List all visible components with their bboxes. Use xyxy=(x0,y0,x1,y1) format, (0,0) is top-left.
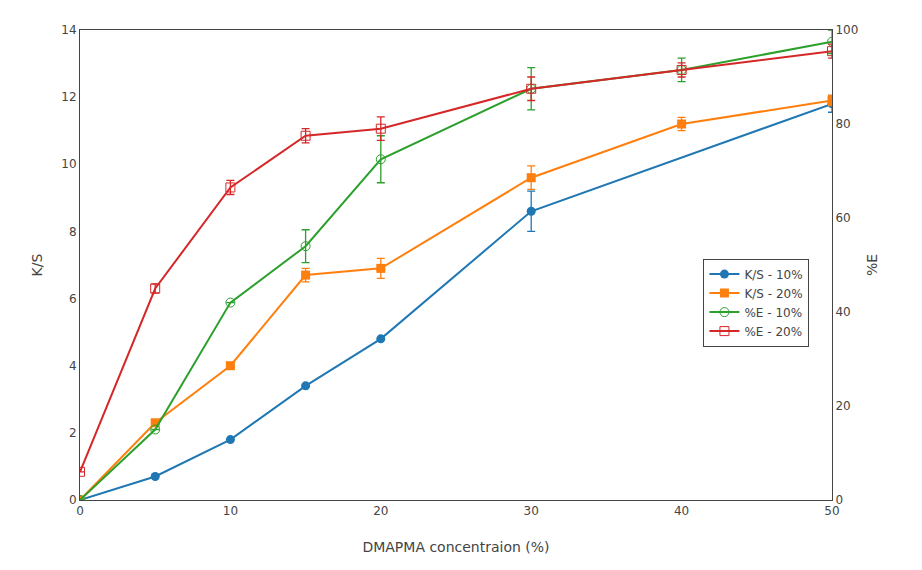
svg-text:50: 50 xyxy=(824,504,839,518)
svg-text:K/S - 10%: K/S - 10% xyxy=(744,268,802,282)
svg-text:20: 20 xyxy=(373,504,388,518)
svg-text:2: 2 xyxy=(69,426,77,440)
svg-text:12: 12 xyxy=(61,90,76,104)
svg-text:10: 10 xyxy=(223,504,238,518)
svg-text:0: 0 xyxy=(69,493,77,507)
svg-text:K/S - 20%: K/S - 20% xyxy=(744,287,802,301)
svg-text:%E: %E xyxy=(864,254,880,276)
svg-text:0: 0 xyxy=(76,504,84,518)
svg-text:%E - 10%: %E - 10% xyxy=(744,306,802,320)
svg-text:DMAPMA concentraion (%): DMAPMA concentraion (%) xyxy=(362,539,549,555)
svg-text:14: 14 xyxy=(61,23,76,37)
svg-text:40: 40 xyxy=(674,504,689,518)
svg-text:30: 30 xyxy=(524,504,539,518)
svg-text:%E - 20%: %E - 20% xyxy=(744,325,802,339)
svg-text:4: 4 xyxy=(69,359,77,373)
svg-text:6: 6 xyxy=(69,292,77,306)
svg-text:40: 40 xyxy=(835,305,850,319)
svg-text:20: 20 xyxy=(835,399,850,413)
svg-text:60: 60 xyxy=(835,211,850,225)
svg-text:K/S: K/S xyxy=(29,254,45,277)
svg-text:10: 10 xyxy=(61,157,76,171)
svg-text:0: 0 xyxy=(835,493,843,507)
svg-text:100: 100 xyxy=(835,23,858,37)
svg-text:8: 8 xyxy=(69,225,77,239)
svg-text:80: 80 xyxy=(835,117,850,131)
